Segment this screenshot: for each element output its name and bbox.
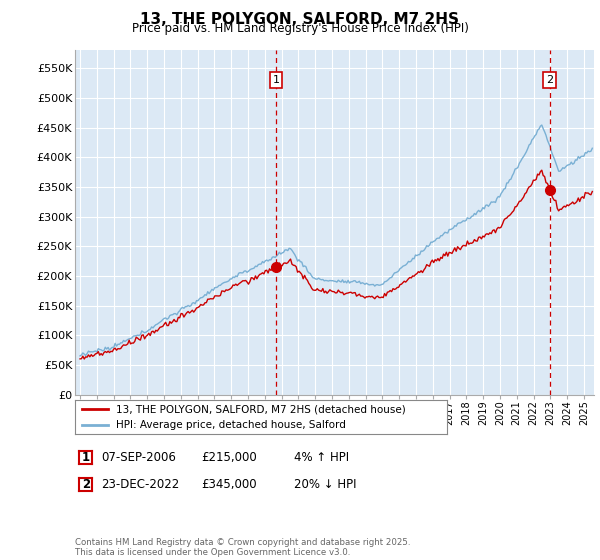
Text: 23-DEC-2022: 23-DEC-2022 xyxy=(101,478,179,491)
Text: 1: 1 xyxy=(82,451,90,464)
Text: 20% ↓ HPI: 20% ↓ HPI xyxy=(294,478,356,491)
Text: 13, THE POLYGON, SALFORD, M7 2HS: 13, THE POLYGON, SALFORD, M7 2HS xyxy=(140,12,460,27)
Text: 13, THE POLYGON, SALFORD, M7 2HS (detached house): 13, THE POLYGON, SALFORD, M7 2HS (detach… xyxy=(116,404,406,414)
Text: 4% ↑ HPI: 4% ↑ HPI xyxy=(294,451,349,464)
Text: £345,000: £345,000 xyxy=(201,478,257,491)
Text: £215,000: £215,000 xyxy=(201,451,257,464)
Text: Contains HM Land Registry data © Crown copyright and database right 2025.
This d: Contains HM Land Registry data © Crown c… xyxy=(75,538,410,557)
Text: 1: 1 xyxy=(273,75,280,85)
Text: 07-SEP-2006: 07-SEP-2006 xyxy=(101,451,176,464)
Text: Price paid vs. HM Land Registry's House Price Index (HPI): Price paid vs. HM Land Registry's House … xyxy=(131,22,469,35)
Text: HPI: Average price, detached house, Salford: HPI: Average price, detached house, Salf… xyxy=(116,420,346,430)
Text: 2: 2 xyxy=(546,75,553,85)
Text: 2: 2 xyxy=(82,478,90,491)
